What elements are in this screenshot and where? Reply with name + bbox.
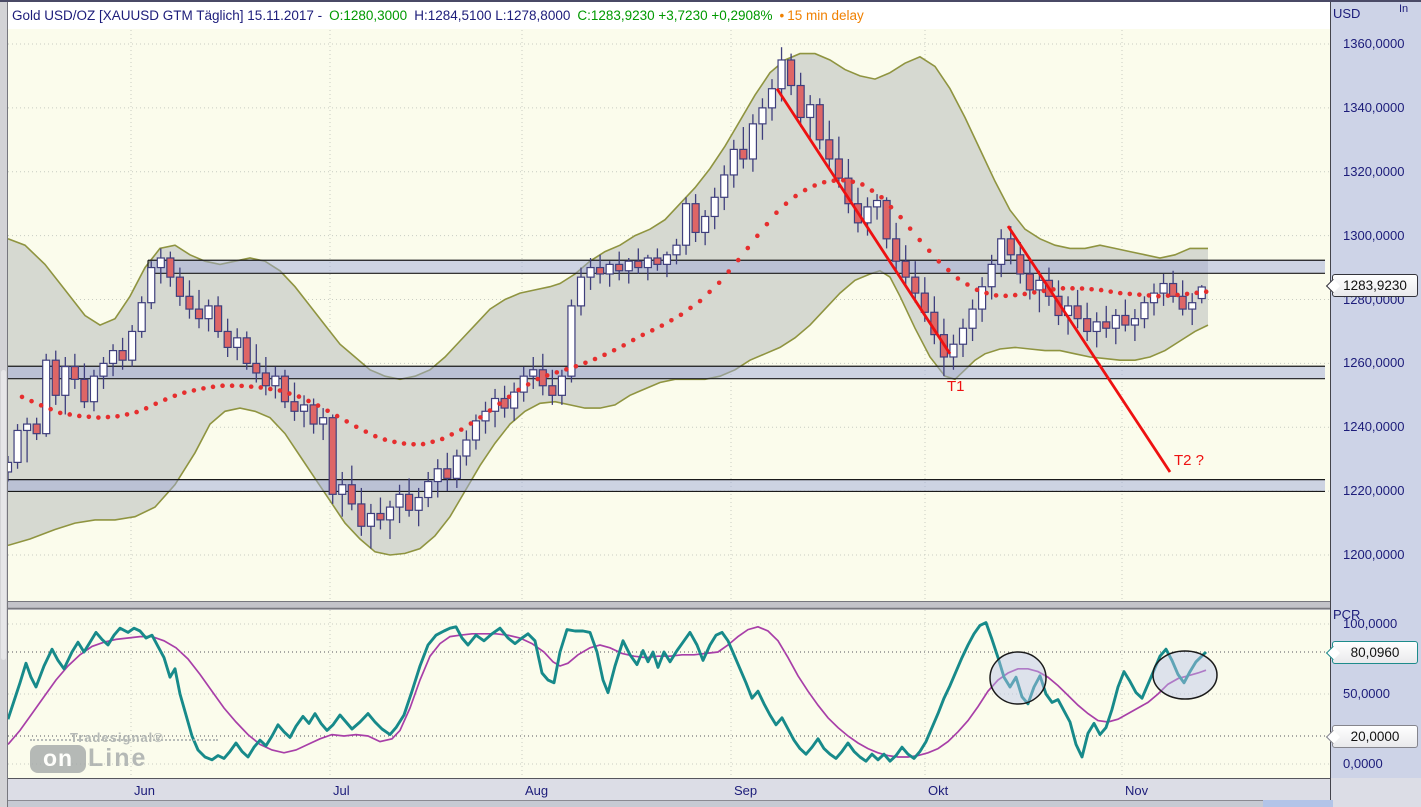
month-label: Jun	[134, 783, 155, 798]
ma-dotted-line[interactable]	[19, 177, 1209, 447]
axis-corner	[1330, 778, 1421, 807]
price-tick-label: 1360,0000	[1343, 36, 1405, 51]
t2-annotation[interactable]: T2 ?	[1174, 452, 1205, 469]
highlight-ellipse-1[interactable]	[989, 651, 1047, 705]
zone-2[interactable]	[8, 366, 1325, 379]
trendline-1[interactable]	[775, 87, 952, 355]
oscillator-tick-label: 100,0000	[1343, 616, 1398, 631]
month-label: Sep	[734, 783, 758, 798]
t1-annotation[interactable]: T1	[947, 378, 965, 395]
main-panel[interactable]	[5, 30, 1330, 600]
price-tick-label: 1340,0000	[1343, 99, 1405, 115]
highlight-ellipse-2[interactable]	[1152, 650, 1218, 700]
price-tick-label: 1240,0000	[1343, 419, 1405, 435]
watermark-line-text: Line	[88, 744, 148, 772]
month-label: Aug	[525, 783, 549, 798]
bollinger-lower-line[interactable]	[8, 269, 1209, 556]
watermark-dotted-line	[30, 739, 218, 741]
price-tick-label: 1220,0000	[1343, 483, 1405, 499]
axis-corner-label: In	[1399, 3, 1409, 15]
panel-separator[interactable]	[8, 601, 1421, 610]
oscillator-tick-label: 50,0000	[1343, 686, 1390, 701]
stoch-k-line[interactable]	[8, 621, 1208, 763]
price-tick-label: 1260,0000	[1343, 355, 1405, 371]
delay-bullet-icon: •	[779, 8, 785, 23]
price-tick-label: 1200,0000	[1343, 547, 1405, 562]
close-change-values: C:1283,9230 +3,7230 +0,2908%	[577, 8, 773, 23]
window-left-edge	[0, 2, 8, 807]
watermark-brand: Tradesignal®	[70, 730, 164, 745]
zone-3[interactable]	[8, 479, 1325, 492]
last-price-box: 1283,9230	[1332, 274, 1418, 297]
minimap-highlight[interactable]	[1263, 800, 1333, 807]
level-20-box: 20,0000	[1332, 725, 1418, 748]
candlestick-series	[8, 47, 1206, 549]
oscillator-tick-label: 0,0000	[1343, 756, 1383, 771]
oscillator-panel[interactable]	[8, 610, 1329, 778]
instrument-title: Gold USD/OZ [XAUUSD GTM Täglich] 15.11.2…	[12, 8, 323, 23]
price-tick-label: 1300,0000	[1343, 227, 1405, 243]
left-scrollbar[interactable]	[1, 370, 6, 660]
indicator-label: PCR	[1333, 607, 1361, 622]
stoch-value-box: 80,0960	[1332, 641, 1418, 664]
bollinger-band-fill	[8, 53, 1208, 555]
watermark-on-badge: on	[30, 744, 86, 773]
month-label: Okt	[928, 783, 949, 798]
trendline-2[interactable]	[1006, 225, 1172, 473]
month-label: Nov	[1125, 783, 1149, 798]
delay-notice: 15 min delay	[787, 8, 864, 23]
month-label: Jul	[333, 783, 350, 798]
currency-label: USD	[1333, 6, 1361, 21]
zone-1[interactable]	[148, 260, 1325, 274]
high-low-values: H:1284,5100 L:1278,8000	[414, 8, 571, 23]
time-axis[interactable]	[8, 778, 1330, 800]
price-tick-label: 1320,0000	[1343, 163, 1405, 179]
open-value: O:1280,3000	[329, 8, 408, 23]
chart-title-bar: Gold USD/OZ [XAUUSD GTM Täglich] 15.11.2…	[8, 2, 1330, 29]
minimap-strip[interactable]	[8, 800, 1330, 807]
